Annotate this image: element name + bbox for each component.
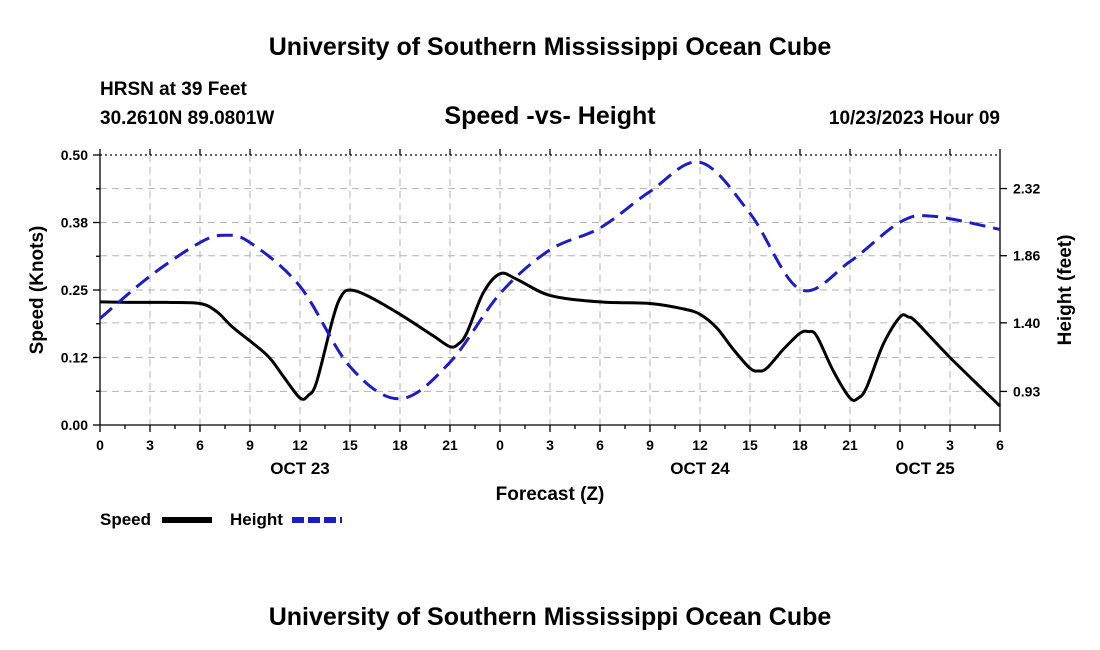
series-line-speed [99,271,1002,408]
legend-height-label: Height [230,510,283,529]
x-tick-label-8: 0 [496,437,504,453]
x-tick-label-2: 6 [196,437,204,453]
y2-tick-label-3: 2.32 [1013,181,1040,197]
x-tick-label-13: 15 [742,437,758,453]
x-tick-label-17: 3 [946,437,954,453]
x-tick-label-3: 9 [246,437,254,453]
x-tick-label-5: 15 [342,437,358,453]
x-tick-label-9: 3 [546,437,554,453]
chart-title: Speed -vs- Height [444,102,656,130]
series-group [99,160,1002,408]
series-line-height [99,160,1001,401]
x-tick-label-12: 12 [692,437,708,453]
y-tick-label-3: 0.38 [61,215,88,231]
x-tick-label-18: 6 [996,437,1004,453]
y2-tick-label-0: 0.93 [1013,383,1040,399]
station-coords: 30.2610N 89.0801W [100,108,274,129]
footer-title: University of Southern Mississippi Ocean… [269,603,832,631]
x-tick-label-11: 9 [646,437,654,453]
legend: Speed Height [100,510,342,529]
x-tick-label-0: 0 [96,437,104,453]
y-tick-label-4: 0.50 [61,147,88,163]
y2-tick-label-1: 1.40 [1013,315,1040,331]
x-tick-label-1: 3 [146,437,154,453]
legend-speed-label: Speed [100,510,151,529]
x-tick-label-4: 12 [292,437,308,453]
x-tick-label-7: 21 [442,437,458,453]
x-tick-label-14: 18 [792,437,808,453]
axes-group: 0 3 6 9 12 15 18 21 0 3 6 9 12 15 18 21 0 3 6 OCT 23 OCT 24 O… [61,147,1041,478]
y-tick-label-2: 0.25 [61,282,88,298]
x-axis-label: Forecast (Z) [496,484,605,505]
x-tick-label-6: 18 [392,437,408,453]
date-label-1: OCT 24 [670,459,730,478]
y-tick-label-1: 0.12 [61,350,88,366]
station-label: HRSN at 39 Feet [100,79,247,100]
main-title: University of Southern Mississippi Ocean… [269,33,832,61]
x-tick-label-15: 21 [842,437,858,453]
x-tick-label-10: 6 [596,437,604,453]
date-label-2: OCT 25 [895,459,955,478]
y2-tick-label-2: 1.86 [1013,248,1040,264]
forecast-datetime: 10/23/2023 Hour 09 [829,108,1000,129]
y-axis-label-right: Height (feet) [1055,235,1076,346]
y-axis-label-left: Speed (Knots) [27,226,48,355]
y-tick-label-0: 0.00 [61,417,88,433]
x-tick-label-16: 0 [896,437,904,453]
date-label-0: OCT 23 [270,459,330,478]
